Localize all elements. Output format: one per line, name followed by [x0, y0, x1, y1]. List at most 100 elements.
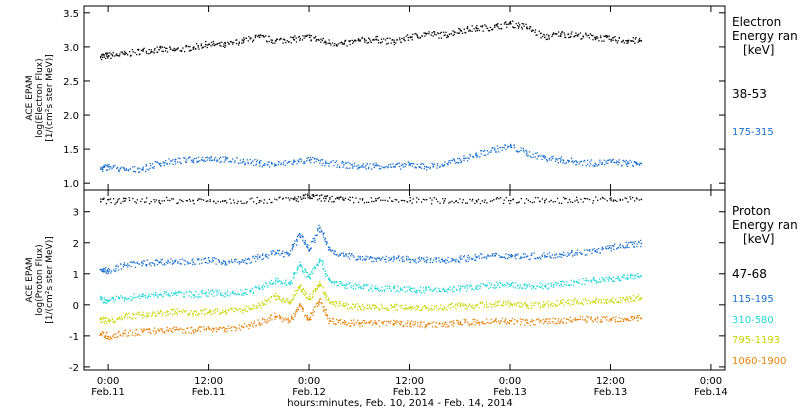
data-point	[624, 317, 626, 320]
data-point	[348, 252, 350, 255]
data-point	[637, 320, 639, 322]
data-point	[511, 317, 513, 320]
data-point	[346, 45, 348, 47]
data-point	[327, 246, 330, 249]
data-point-anchor	[626, 40, 629, 42]
data-point	[345, 324, 348, 326]
data-point	[226, 202, 228, 204]
data-point	[432, 166, 434, 168]
data-point	[255, 260, 257, 263]
data-point	[555, 322, 557, 325]
data-point	[305, 35, 307, 38]
data-point-anchor	[475, 304, 478, 307]
data-point	[127, 332, 130, 334]
data-point	[438, 257, 440, 259]
data-point	[172, 159, 174, 161]
data-point	[152, 293, 154, 296]
data-point	[216, 310, 219, 312]
data-point	[421, 256, 423, 259]
data-point	[634, 240, 636, 243]
data-point	[119, 168, 122, 170]
data-point	[442, 260, 445, 262]
data-point	[126, 298, 128, 300]
data-point	[312, 272, 314, 275]
data-point	[205, 40, 207, 43]
data-point	[182, 296, 185, 298]
data-point	[543, 154, 545, 157]
data-point	[247, 163, 249, 165]
data-point-anchor	[299, 233, 301, 235]
data-point	[140, 200, 142, 203]
data-point	[394, 166, 397, 168]
data-point	[458, 32, 461, 34]
data-point	[335, 254, 337, 256]
data-point	[153, 263, 156, 265]
data-point	[173, 293, 175, 295]
data-point	[222, 156, 224, 158]
data-point	[174, 158, 176, 161]
data-point	[198, 263, 201, 265]
data-point	[319, 281, 321, 283]
data-point	[105, 317, 108, 319]
data-point	[312, 240, 315, 243]
data-point	[475, 287, 477, 290]
data-point	[169, 295, 171, 297]
data-point	[397, 285, 399, 287]
data-point	[148, 312, 150, 314]
data-point	[314, 241, 316, 244]
data-point	[183, 310, 185, 313]
data-point	[134, 317, 136, 319]
data-point	[211, 261, 213, 263]
data-point	[570, 33, 572, 35]
data-point	[363, 322, 366, 324]
data-point	[480, 25, 482, 27]
data-point	[503, 320, 505, 323]
data-point	[349, 167, 351, 169]
data-point	[505, 23, 508, 25]
data-point	[215, 258, 217, 260]
data-point	[350, 319, 352, 322]
data-point	[631, 196, 634, 199]
data-point	[550, 199, 552, 202]
data-point-anchor	[343, 164, 345, 166]
data-point	[297, 267, 299, 269]
data-point	[400, 41, 402, 43]
data-point	[592, 35, 594, 37]
data-point	[322, 260, 324, 262]
data-point	[424, 32, 426, 34]
data-point-anchor	[425, 324, 428, 326]
data-point	[582, 303, 584, 306]
data-point	[380, 167, 382, 170]
data-point	[295, 200, 297, 202]
data-point	[578, 318, 580, 321]
data-point	[314, 239, 316, 241]
data-point	[310, 298, 312, 300]
data-point	[213, 44, 216, 47]
data-point	[367, 284, 369, 286]
data-point	[613, 301, 615, 303]
data-point	[115, 295, 117, 297]
xtick-time-label: 0:00	[298, 376, 320, 387]
data-point	[505, 323, 508, 325]
data-point	[468, 323, 470, 325]
data-point	[139, 297, 141, 300]
data-point	[216, 159, 218, 161]
data-point	[182, 47, 184, 49]
data-point	[170, 329, 172, 331]
data-point	[595, 302, 597, 305]
data-point	[176, 313, 179, 315]
data-point	[179, 199, 181, 201]
data-point	[340, 323, 342, 325]
data-point	[458, 27, 460, 30]
data-point	[389, 322, 391, 324]
data-point	[148, 48, 150, 51]
data-point	[350, 255, 352, 257]
data-point	[176, 202, 178, 205]
data-point	[296, 198, 298, 200]
data-point	[297, 306, 299, 309]
electron-ytick-label: 3.5	[63, 9, 79, 20]
data-point	[216, 159, 219, 161]
data-point	[104, 302, 107, 304]
data-point	[136, 53, 138, 56]
